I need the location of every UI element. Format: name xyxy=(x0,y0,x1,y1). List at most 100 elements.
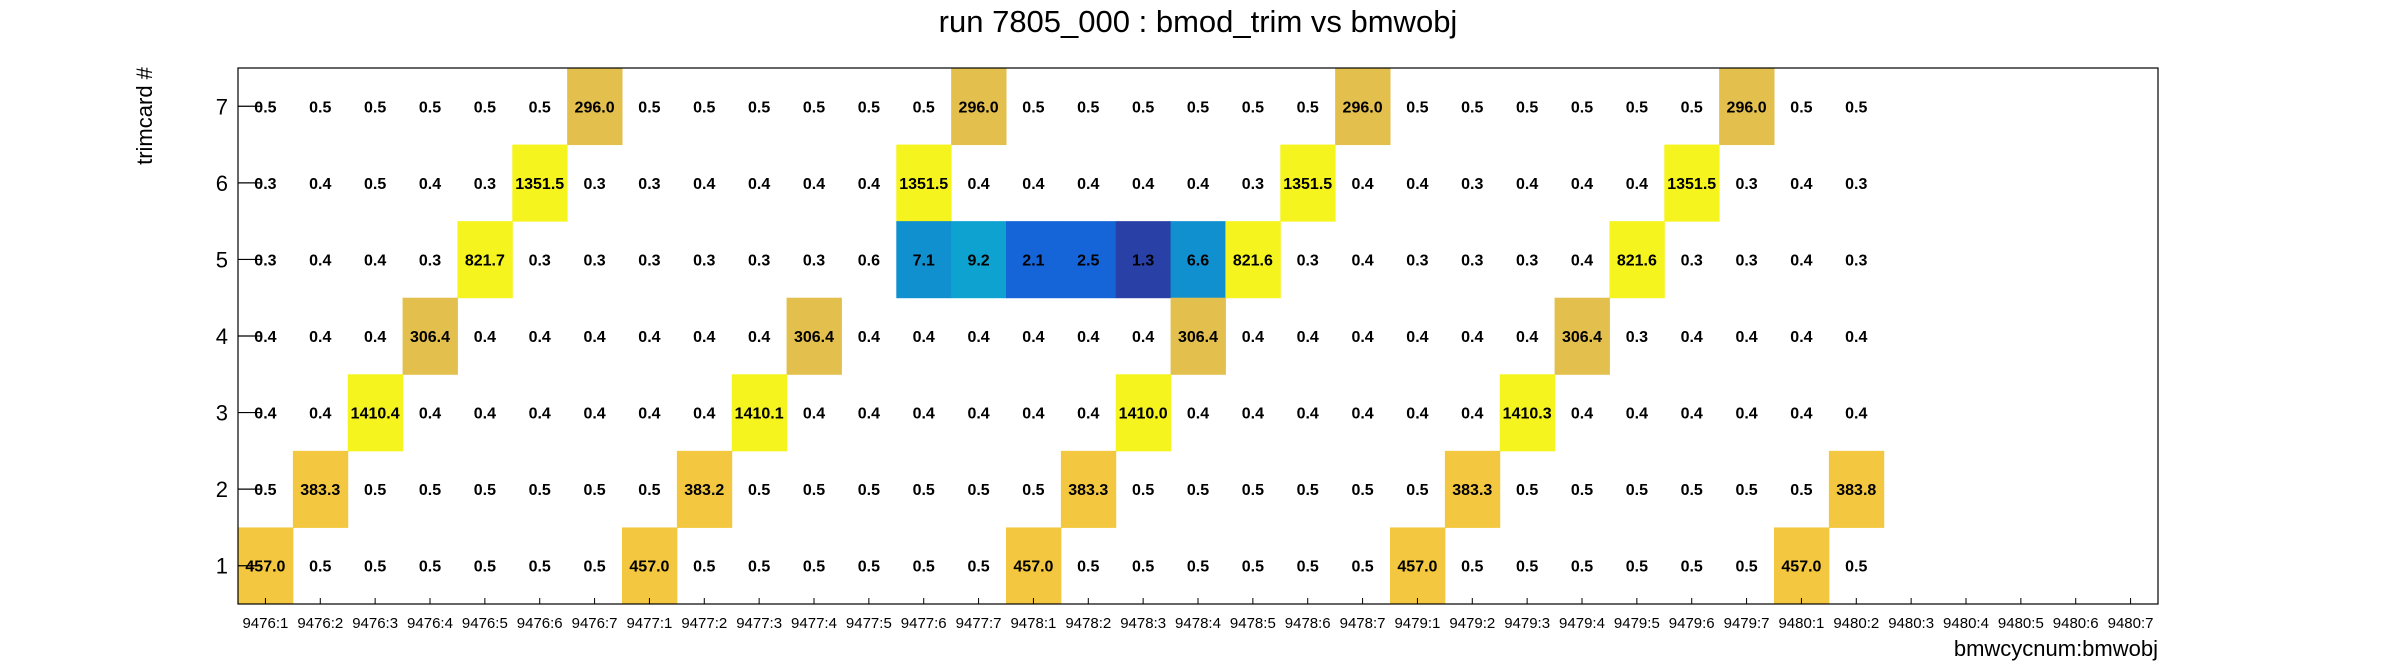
cell-value-label: 0.3 xyxy=(1681,252,1703,269)
cell-value-label: 0.5 xyxy=(1626,559,1648,576)
cell-value-label: 0.5 xyxy=(748,482,770,499)
cell-value-label: 0.4 xyxy=(967,329,989,346)
cell-value-label: 0.5 xyxy=(1845,99,1867,116)
cell-value-label: 0.4 xyxy=(967,176,989,193)
heatmap-cell xyxy=(1060,221,1117,299)
heatmap-cell xyxy=(676,450,733,528)
heatmap-cell xyxy=(1225,221,1281,299)
cell-value-label: 0.4 xyxy=(529,406,551,423)
cell-value-label: 0.3 xyxy=(1735,176,1757,193)
cell-value-label: 0.4 xyxy=(1516,329,1538,346)
cell-value-label: 0.4 xyxy=(1242,329,1264,346)
cell-value-label: 821.6 xyxy=(1617,252,1657,269)
x-tick-label: 9478:1 xyxy=(1010,615,1056,632)
cell-value-label: 383.3 xyxy=(1452,482,1492,499)
cell-value-label: 0.5 xyxy=(529,559,551,576)
cell-value-label: 0.5 xyxy=(529,99,551,116)
cell-value-label: 0.5 xyxy=(913,559,935,576)
cell-value-label: 0.3 xyxy=(254,176,276,193)
cell-value-label: 0.5 xyxy=(858,559,880,576)
x-tick-label: 9478:4 xyxy=(1175,615,1221,632)
cell-value-label: 2.1 xyxy=(1022,252,1044,269)
cell-value-label: 0.4 xyxy=(693,406,715,423)
cell-value-label: 0.5 xyxy=(1022,99,1044,116)
heatmap-cell xyxy=(1060,450,1117,528)
cell-value-label: 0.5 xyxy=(1406,99,1428,116)
cell-value-label: 0.3 xyxy=(638,176,660,193)
cell-value-label: 0.5 xyxy=(364,482,386,499)
x-tick-label: 9480:5 xyxy=(1998,615,2044,632)
cell-value-label: 0.5 xyxy=(913,99,935,116)
heatmap-cells: 0.5 0.5 0.5 0.5 0.5 0.5 296.0 0.5 0.5 0.5 0.5 0.5 0.… xyxy=(238,68,1885,605)
cell-value-label: 0.4 xyxy=(309,176,331,193)
cell-value-label: 0.4 xyxy=(638,406,660,423)
x-tick-label: 9480:7 xyxy=(2108,615,2154,632)
cell-value-label: 0.3 xyxy=(693,252,715,269)
cell-value-label: 0.3 xyxy=(803,252,825,269)
cell-value-label: 0.4 xyxy=(1297,406,1319,423)
cell-value-label: 0.4 xyxy=(1571,176,1593,193)
cell-value-label: 1351.5 xyxy=(899,176,948,193)
cell-value-label: 0.5 xyxy=(1516,99,1538,116)
y-tick-label: 7 xyxy=(216,94,228,119)
cell-value-label: 0.4 xyxy=(1790,252,1812,269)
x-tick-label: 9476:4 xyxy=(407,615,453,632)
heatmap-cell xyxy=(786,297,842,375)
cell-value-label: 0.5 xyxy=(1077,99,1099,116)
cell-value-label: 0.4 xyxy=(913,329,935,346)
cell-value-label: 0.5 xyxy=(364,99,386,116)
cell-value-label: 457.0 xyxy=(245,559,285,576)
cell-value-label: 1410.0 xyxy=(1119,406,1168,423)
x-tick-label: 9477:5 xyxy=(846,615,892,632)
y-tick-label: 2 xyxy=(216,477,228,502)
heatmap-cell xyxy=(1170,297,1226,375)
cell-value-label: 0.5 xyxy=(1242,559,1264,576)
cell-value-label: 0.5 xyxy=(364,176,386,193)
cell-value-label: 0.5 xyxy=(1297,482,1319,499)
cell-value-label: 0.4 xyxy=(1790,329,1812,346)
cell-value-label: 457.0 xyxy=(1397,559,1437,576)
cell-value-label: 0.4 xyxy=(1626,406,1648,423)
cell-value-label: 0.5 xyxy=(1790,99,1812,116)
cell-value-label: 0.4 xyxy=(1351,252,1373,269)
cell-value-label: 0.3 xyxy=(1297,252,1319,269)
cell-value-label: 0.4 xyxy=(1077,406,1099,423)
cell-value-label: 0.5 xyxy=(1516,482,1538,499)
cell-value-label: 0.3 xyxy=(529,252,551,269)
cell-value-label: 0.4 xyxy=(1571,252,1593,269)
y-tick-label: 6 xyxy=(216,171,228,196)
cell-value-label: 0.4 xyxy=(1242,406,1264,423)
cell-value-label: 306.4 xyxy=(410,329,450,346)
cell-value-label: 0.3 xyxy=(419,252,441,269)
heatmap-cell xyxy=(896,144,952,222)
cell-value-label: 0.4 xyxy=(1351,406,1373,423)
x-tick-label: 9476:3 xyxy=(352,615,398,632)
cell-value-label: 383.3 xyxy=(1068,482,1108,499)
cell-value-label: 0.5 xyxy=(1571,99,1593,116)
heatmap-cell xyxy=(1006,527,1062,605)
y-axis-title: trimcard # xyxy=(132,66,157,165)
cell-value-label: 0.4 xyxy=(748,329,770,346)
cell-value-label: 6.6 xyxy=(1187,252,1209,269)
heatmap-cell xyxy=(1006,221,1062,299)
cell-value-label: 0.5 xyxy=(1626,482,1648,499)
cell-value-label: 0.3 xyxy=(1461,252,1483,269)
cell-value-label: 0.5 xyxy=(1077,559,1099,576)
cell-value-label: 0.3 xyxy=(583,176,605,193)
cell-value-label: 0.4 xyxy=(913,406,935,423)
x-tick-label: 9480:6 xyxy=(2053,615,2099,632)
cell-value-label: 0.5 xyxy=(474,559,496,576)
cell-value-label: 0.4 xyxy=(419,176,441,193)
cell-value-label: 0.5 xyxy=(1187,482,1209,499)
cell-value-label: 0.5 xyxy=(1626,99,1648,116)
x-tick-label: 9476:5 xyxy=(462,615,508,632)
cell-value-label: 0.4 xyxy=(1845,329,1867,346)
cell-value-label: 0.5 xyxy=(419,482,441,499)
cell-value-label: 0.4 xyxy=(1187,406,1209,423)
cell-value-label: 0.5 xyxy=(1681,99,1703,116)
cell-value-label: 0.5 xyxy=(638,482,660,499)
cell-value-label: 0.5 xyxy=(693,559,715,576)
heatmap-cell xyxy=(457,221,513,299)
cell-value-label: 0.5 xyxy=(803,559,825,576)
